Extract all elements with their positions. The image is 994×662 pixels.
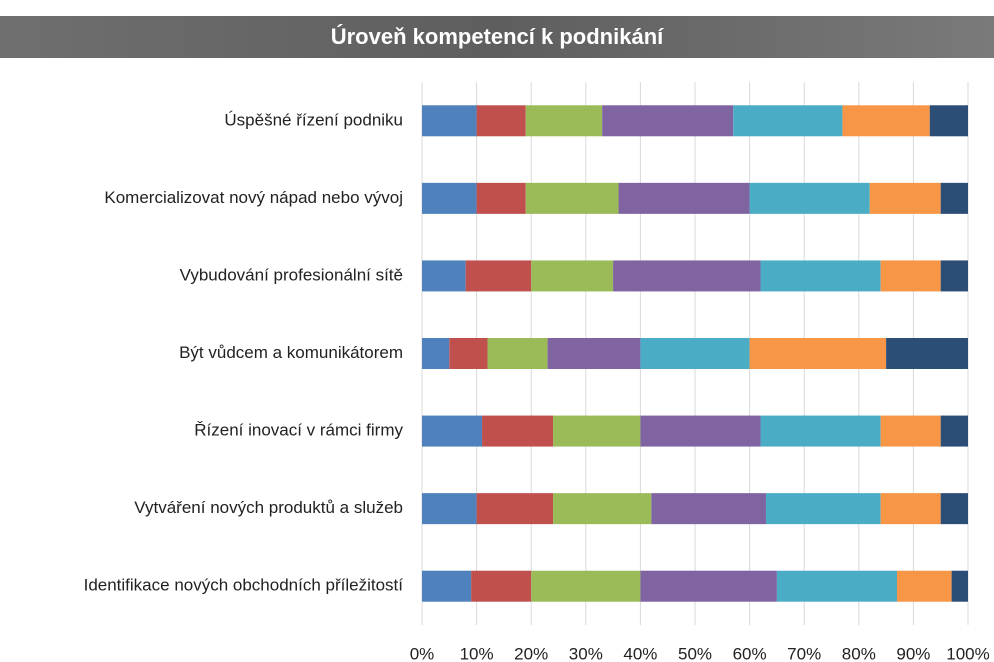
y-tick-label: Identifikace nových obchodních příležito… [84,576,404,595]
bar-segment [929,105,968,137]
bar-segment [553,415,641,447]
bar-segment [880,493,941,525]
bar-segment [525,182,619,214]
x-tick-label: 0% [410,644,435,662]
bar-segment [940,260,968,292]
x-tick-label: 80% [842,644,876,662]
bar-segment [940,182,968,214]
bar-segment [449,338,488,369]
bar-segment [749,338,887,369]
bar-segment [422,493,477,525]
bar-segment [422,182,477,214]
bar-segment [886,338,968,369]
chart-title: Úroveň kompetencí k podnikání [331,24,664,49]
x-tick-label: 30% [569,644,603,662]
x-tick-label: 40% [623,644,657,662]
bar-segment [765,493,881,525]
bar-segment [651,493,766,525]
bar-segment [422,105,477,137]
bar-segment [482,415,554,447]
bar-segment [940,493,968,525]
bar-segment [547,338,641,369]
bar-segment [733,105,843,137]
bar-segment [760,415,881,447]
bar-segment [422,260,466,292]
y-tick-label: Vytváření nových produktů a služeb [134,498,403,517]
bar-segment [422,338,450,369]
bar-segment [640,570,777,602]
bar-segment [776,570,898,602]
x-tick-label: 100% [946,644,989,662]
x-tick-label: 70% [787,644,821,662]
bar-segment [897,570,952,602]
bar-segment [880,415,941,447]
bar-segment [422,415,483,447]
bar-segment [869,182,941,214]
x-tick-label: 20% [514,644,548,662]
bar-segment [613,260,761,292]
bar-segment [842,105,930,137]
bar-segment [640,338,750,369]
bar-segment [618,182,750,214]
bar-segment [602,105,734,137]
bar-segment [471,570,532,602]
title-bar [0,16,994,58]
y-tick-label: Vybudování profesionální sítě [180,265,403,284]
bar-segment [749,182,870,214]
x-tick-label: 50% [678,644,712,662]
bar-segment [951,570,968,602]
y-tick-label: Úspěšné řízení podniku [224,110,403,129]
bar-segment [531,260,614,292]
bar-segment [422,570,472,602]
bar-segment [487,338,548,369]
x-tick-label: 90% [896,644,930,662]
y-tick-label: Být vůdcem a komunikátorem [179,343,403,362]
bar-segment [940,415,968,447]
x-tick-label: 60% [733,644,767,662]
x-tick-label: 10% [460,644,494,662]
y-tick-label: Komercializovat nový nápad nebo vývoj [104,188,403,207]
bar-segment [880,260,941,292]
bar-segment [525,105,603,137]
bar-segment [760,260,881,292]
bar-segment [476,105,526,137]
bar-segment [531,570,641,602]
bar-segment [476,182,526,214]
bar-segment [640,415,761,447]
bar-segment [476,493,554,525]
y-tick-label: Řízení inovací v rámci firmy [194,421,403,440]
bar-segment [465,260,532,292]
bar-segment [553,493,652,525]
